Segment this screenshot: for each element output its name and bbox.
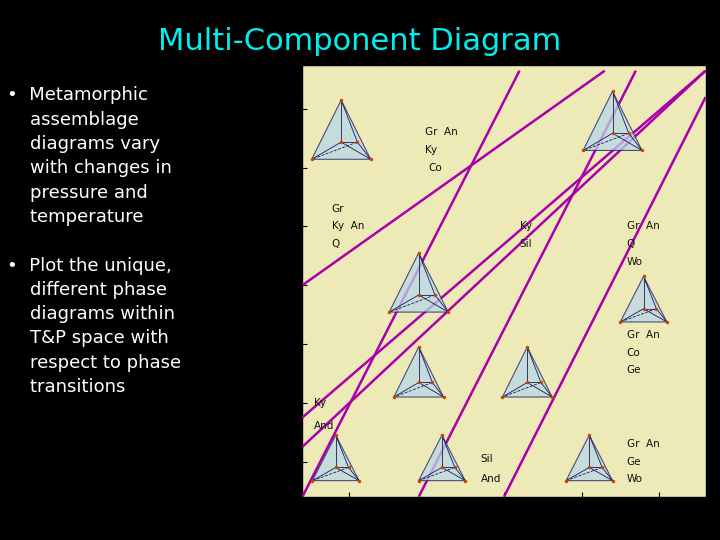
Text: Q: Q	[626, 239, 635, 249]
Polygon shape	[566, 435, 613, 481]
Polygon shape	[394, 347, 444, 397]
Text: Gr  An: Gr An	[425, 127, 458, 137]
Text: Ge: Ge	[626, 366, 641, 375]
Polygon shape	[312, 100, 371, 159]
Text: And: And	[314, 421, 334, 431]
Polygon shape	[419, 435, 465, 481]
Text: Ky: Ky	[520, 221, 531, 232]
X-axis label: T °C: T °C	[490, 517, 518, 530]
Text: Sil: Sil	[481, 454, 493, 464]
Polygon shape	[583, 91, 642, 151]
Polygon shape	[390, 253, 448, 312]
Text: Ky: Ky	[425, 145, 437, 155]
Text: Ky  An: Ky An	[332, 221, 364, 232]
Text: Co: Co	[429, 163, 443, 173]
Text: Co: Co	[626, 348, 640, 358]
Text: Gr  An: Gr An	[626, 221, 660, 232]
Text: •  Metamorphic
    assemblage
    diagrams vary
    with changes in
    pressure: • Metamorphic assemblage diagrams vary w…	[7, 86, 181, 396]
Text: Ky: Ky	[314, 398, 326, 408]
Text: Multi-Component Diagram: Multi-Component Diagram	[158, 27, 562, 56]
Y-axis label: P
GPa: P GPa	[237, 267, 261, 295]
Text: Wo: Wo	[626, 474, 642, 484]
Polygon shape	[312, 435, 359, 481]
Text: Ge: Ge	[626, 456, 641, 467]
Polygon shape	[621, 276, 667, 322]
Text: Gr  An: Gr An	[626, 439, 660, 449]
Text: Q: Q	[332, 239, 340, 249]
Text: Wo: Wo	[626, 256, 642, 267]
Text: Sil: Sil	[520, 239, 532, 249]
Polygon shape	[503, 347, 552, 397]
Text: Gr  An: Gr An	[626, 330, 660, 340]
Text: And: And	[481, 474, 501, 484]
Text: Gr: Gr	[332, 204, 344, 214]
